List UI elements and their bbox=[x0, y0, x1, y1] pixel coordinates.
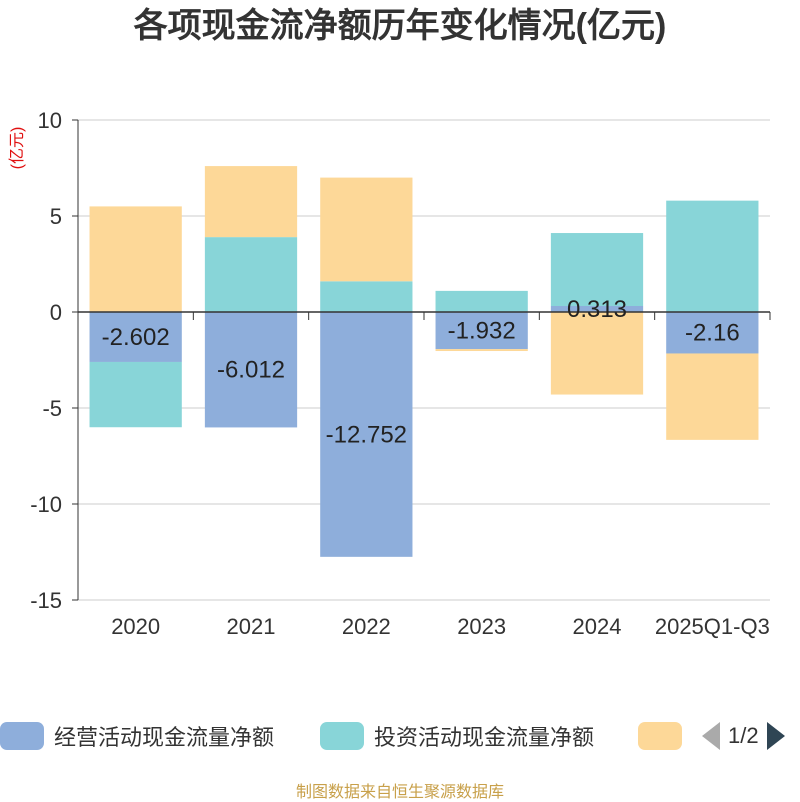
data-label-operating: -2.16 bbox=[685, 320, 740, 347]
legend-swatch-investing bbox=[320, 722, 364, 750]
y-tick-label: -10 bbox=[30, 492, 62, 517]
data-label-operating: -12.752 bbox=[326, 421, 407, 448]
data-label-operating: -1.932 bbox=[448, 318, 516, 345]
bar-operating-2022 bbox=[320, 312, 413, 557]
bar-financing-2025Q1-Q3 bbox=[666, 353, 759, 440]
legend-item-financing[interactable] bbox=[638, 718, 692, 754]
y-tick-label: 5 bbox=[50, 204, 62, 229]
bar-financing-2021 bbox=[204, 166, 298, 238]
legend-pager: 1/2 bbox=[702, 718, 785, 754]
legend-next-arrow-icon[interactable] bbox=[766, 722, 785, 750]
bar-operating-2020 bbox=[89, 312, 182, 362]
bar-financing-2022 bbox=[320, 177, 413, 282]
bar-investing-2025Q1-Q3 bbox=[666, 200, 759, 312]
data-label-operating: -6.012 bbox=[217, 357, 285, 384]
data-source-note: 制图数据来自恒生聚源数据库 bbox=[295, 784, 504, 801]
bar-operating-2023 bbox=[435, 312, 528, 350]
bar-investing-2024 bbox=[550, 233, 644, 306]
bar-investing-2021 bbox=[204, 237, 298, 312]
y-tick-label: -15 bbox=[30, 588, 62, 613]
y-tick-label: 0 bbox=[50, 300, 62, 325]
legend-page-indicator: 1/2 bbox=[728, 723, 759, 748]
bar-investing-2023 bbox=[435, 290, 528, 312]
y-tick-label: 10 bbox=[38, 108, 62, 133]
legend-item-operating[interactable]: 经营活动现金流量净额 bbox=[0, 718, 274, 754]
cashflow-bar-chart: 10 5 0 -5 -10 -15 (亿元) 2020 2021 2022 2023 2024 2025… bbox=[8, 108, 771, 639]
data-label-operating: 0.313 bbox=[567, 296, 627, 323]
bar-operating-2021 bbox=[204, 312, 298, 428]
x-tick-label: 2023 bbox=[457, 614, 506, 639]
bar-financing-2024 bbox=[550, 312, 644, 395]
x-tick-label: 2021 bbox=[227, 614, 276, 639]
x-tick-label: 2025Q1-Q3 bbox=[655, 614, 770, 639]
bar-investing-2020 bbox=[89, 361, 182, 428]
bar-financing-2023 bbox=[435, 349, 528, 352]
legend: 经营活动现金流量净额 投资活动现金流量净额 1/2 bbox=[0, 718, 800, 754]
x-tick-label: 2024 bbox=[573, 614, 622, 639]
x-tick-label: 2020 bbox=[111, 614, 160, 639]
legend-label-investing: 投资活动现金流量净额 bbox=[374, 725, 595, 750]
bar-operating-2025Q1-Q3 bbox=[666, 312, 759, 354]
legend-swatch-financing bbox=[638, 722, 682, 750]
legend-label-operating: 经营活动现金流量净额 bbox=[54, 725, 275, 750]
data-label-operating: -2.602 bbox=[102, 324, 170, 351]
bar-investing-2022 bbox=[320, 281, 413, 312]
y-axis-unit-label: (亿元) bbox=[8, 127, 26, 170]
x-tick-label: 2022 bbox=[342, 614, 391, 639]
y-tick-label: -5 bbox=[42, 396, 62, 421]
legend-swatch-operating bbox=[0, 722, 44, 750]
bar-operating-2024 bbox=[550, 305, 644, 312]
bar-financing-2020 bbox=[89, 206, 182, 312]
legend-prev-arrow-icon[interactable] bbox=[702, 722, 720, 750]
legend-item-investing[interactable]: 投资活动现金流量净额 bbox=[320, 718, 594, 754]
chart-title: 各项现金流净额历年变化情况(亿元) bbox=[133, 7, 667, 45]
